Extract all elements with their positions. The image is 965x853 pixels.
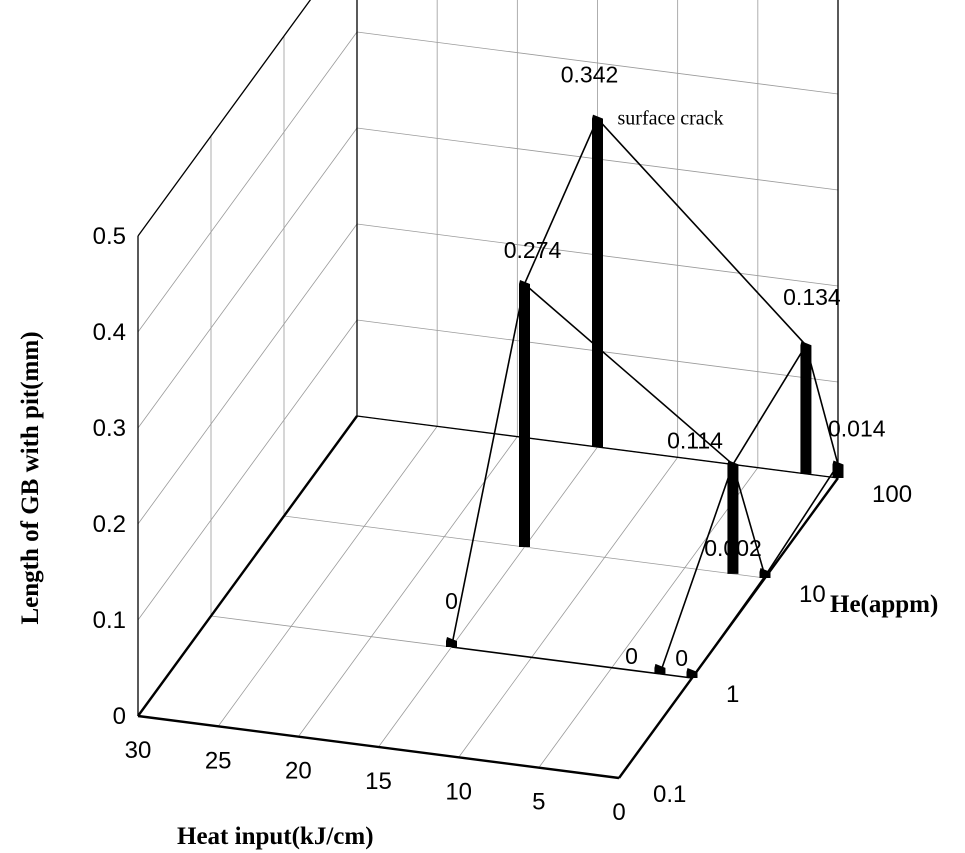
- data-label: 0.014: [828, 416, 886, 442]
- floor-grid-line: [458, 457, 678, 758]
- z-tick-label: 0.4: [93, 319, 126, 346]
- bar: [727, 460, 739, 574]
- data-label: 0.274: [504, 237, 562, 263]
- x-tick-label: 20: [285, 758, 312, 785]
- y-axis-title: He(appm): [830, 591, 938, 618]
- axes-frame: [137, 0, 839, 780]
- bar: [800, 341, 812, 474]
- y-tick-label: 100: [872, 481, 912, 508]
- z-tick-label: 0.5: [93, 223, 126, 250]
- floor-grid-line: [538, 467, 759, 768]
- left-wall-grid-line: [137, 0, 311, 237]
- data-label: 0: [675, 645, 688, 671]
- z-tick-label: 0.1: [93, 607, 126, 634]
- left-wall-grid-line: [137, 319, 358, 621]
- z-tick-label: 0: [113, 703, 126, 730]
- data-label: 0.114: [667, 427, 723, 453]
- x-tick-label: 25: [205, 747, 232, 774]
- left-wall-grid-line: [137, 223, 358, 525]
- z-axis-title: Length of GB with pit(mm): [17, 331, 44, 624]
- connector-line: [764, 464, 839, 577]
- data-label: 0.134: [783, 284, 841, 310]
- floor-grid-line: [298, 436, 518, 737]
- tick-labels: 30 25 20 15 10 5 0 0.1 1 10 100 0 0.1 0.2 0.3 0.4 0.5: [93, 223, 912, 826]
- bar: [519, 279, 530, 547]
- back-wall-grid-line: [356, 31, 839, 95]
- x-tick-label: 0: [612, 799, 625, 826]
- bar: [686, 668, 698, 678]
- floor-grid-line: [217, 426, 438, 727]
- left-wall-grid-line: [137, 127, 358, 429]
- x-tick-label: 10: [445, 778, 472, 805]
- data-label: 0.342: [561, 62, 619, 88]
- z-tick-label: 0.2: [93, 511, 126, 538]
- connector-line: [659, 464, 734, 675]
- bar: [832, 460, 844, 478]
- left-wall-grid-line: [137, 31, 358, 333]
- x-tick-label: 15: [365, 768, 392, 795]
- bar: [759, 568, 771, 578]
- y-tick-label: 0.1: [653, 781, 686, 808]
- connector-line: [523, 118, 599, 285]
- connector-line: [451, 646, 661, 675]
- bars: [446, 114, 844, 678]
- connector-line: [732, 344, 807, 465]
- x-axis-line: [137, 714, 620, 780]
- connector-lines: [450, 118, 839, 679]
- floor-grid-line: [378, 446, 598, 748]
- y-tick-label: 1: [726, 681, 739, 708]
- data-label: 0: [445, 588, 458, 614]
- data-label: 0: [625, 643, 638, 669]
- grid-layer: [137, 0, 839, 779]
- annotation-label: surface crack: [618, 108, 724, 130]
- data-label: 0.002: [704, 535, 762, 561]
- x-tick-label: 30: [125, 737, 152, 764]
- connector-line: [450, 283, 526, 648]
- x-axis-title: Heat input(kJ/cm): [177, 823, 374, 850]
- data-labels: 0 0.274 0.342 0 0.114 0.134 0 0.002 0.014 surface…: [445, 62, 886, 671]
- bar: [592, 114, 603, 448]
- z-tick-label: 0.3: [93, 415, 126, 442]
- connector-line: [691, 575, 766, 679]
- bar: [446, 637, 457, 647]
- connector-line: [523, 283, 734, 466]
- connector-line: [596, 118, 807, 346]
- left-floor-edge: [137, 415, 358, 717]
- left-wall-top-edge: [137, 0, 312, 237]
- bar: [654, 663, 666, 674]
- y-tick-label: 10: [799, 581, 826, 608]
- x-tick-label: 5: [532, 789, 545, 816]
